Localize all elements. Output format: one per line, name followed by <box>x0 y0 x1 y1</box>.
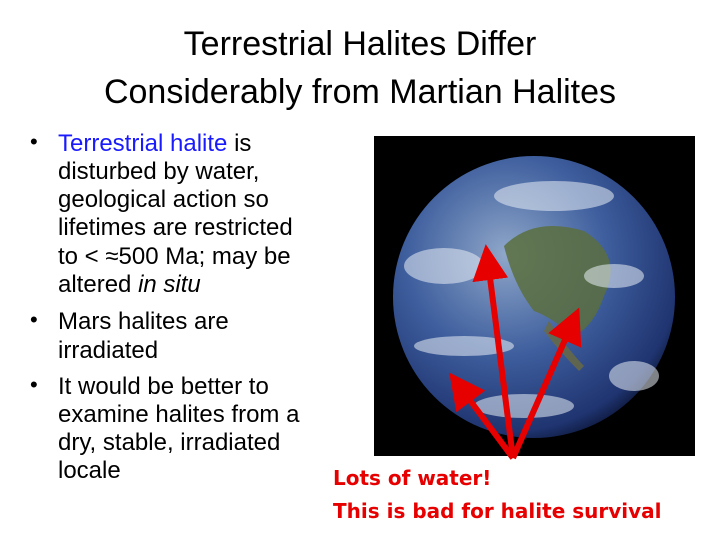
text: altered <box>58 271 139 298</box>
bullet-marker: • <box>30 129 38 154</box>
text: is <box>227 130 252 157</box>
bullet-line: altered in situ <box>58 271 201 300</box>
callout-line-1: Lots of water! <box>333 466 492 490</box>
italic-text: in situ <box>138 271 201 298</box>
slide-title-line-2: Considerably from Martian Halites <box>103 73 617 111</box>
arrow-icon <box>472 244 516 459</box>
bullet-line: lifetimes are restricted <box>58 214 293 241</box>
bullet-line: examine halites from a <box>58 401 300 428</box>
bullet-line: It would be better to <box>58 373 269 400</box>
clouds <box>404 181 659 418</box>
bullet-marker: • <box>30 372 38 397</box>
bullet-line: Terrestrial halite is <box>58 130 251 159</box>
highlight-text: Terrestrial halite <box>58 130 228 157</box>
bullet-line: disturbed by water, <box>58 158 260 185</box>
callout-line-2: This is bad for halite survival <box>333 499 662 523</box>
bullet-line: dry, stable, irradiated <box>58 429 281 456</box>
arrow-icon <box>449 372 516 460</box>
bullet-line: geological action so <box>58 186 269 213</box>
bullet-line: irradiated <box>58 337 159 364</box>
continent <box>504 226 611 336</box>
slide-title-line-1: Terrestrial Halites Differ <box>183 25 537 63</box>
bullet-line: locale <box>58 457 121 484</box>
bullet-marker: • <box>30 307 38 332</box>
bullet-line: to < ≈500 Ma; may be <box>58 243 291 270</box>
bullet-line: Mars halites are <box>58 308 229 335</box>
arrow-icon <box>510 307 582 460</box>
